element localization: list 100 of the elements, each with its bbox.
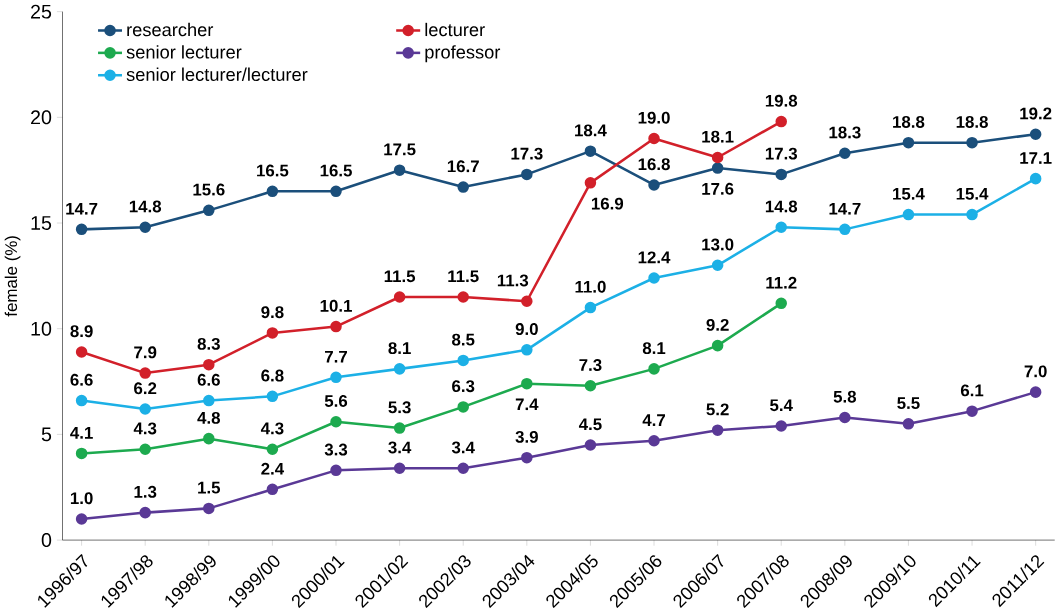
data-label: 13.0	[702, 238, 734, 251]
point	[266, 185, 279, 198]
point	[457, 462, 469, 475]
data-label: 6.3	[452, 380, 475, 393]
point	[584, 439, 597, 451]
point	[521, 344, 533, 356]
y-tick-label: 15	[31, 216, 52, 231]
point	[775, 221, 787, 234]
point	[711, 259, 724, 272]
data-label: 5.2	[706, 403, 729, 416]
point	[902, 137, 915, 149]
data-label: 12.4	[638, 251, 671, 264]
y-tick-label: 0	[41, 533, 52, 548]
data-label: 8.9	[70, 325, 93, 338]
data-label: 4.1	[70, 427, 93, 439]
y-tick-label: 10	[31, 321, 52, 336]
data-label: 7.3	[579, 359, 602, 372]
point	[775, 168, 787, 181]
point	[330, 464, 342, 477]
y-axis-title: female (%)	[4, 236, 21, 317]
data-label: 8.5	[452, 333, 475, 346]
point	[457, 181, 469, 194]
y-tick-label: 20	[31, 110, 52, 125]
data-label: 19.8	[765, 95, 798, 107]
data-label: 15.4	[956, 188, 989, 200]
point	[203, 502, 215, 515]
point	[75, 447, 88, 460]
data-label: 19.2	[1020, 107, 1052, 120]
point	[775, 116, 787, 128]
data-label: 4.5	[578, 418, 602, 431]
data-label: 16.5	[320, 164, 352, 177]
point	[1029, 386, 1042, 399]
point	[648, 363, 660, 375]
data-label: 17.6	[702, 183, 734, 196]
data-label: 11.3	[497, 274, 529, 287]
point	[266, 327, 279, 339]
data-label: 17.3	[511, 147, 543, 160]
point	[75, 395, 88, 407]
point	[139, 367, 151, 380]
point	[966, 405, 978, 418]
data-label: 4.3	[260, 422, 284, 435]
data-label: 6.8	[261, 369, 284, 382]
point	[330, 185, 342, 198]
point	[393, 422, 406, 435]
data-label: 3.4	[388, 441, 412, 454]
point	[711, 424, 724, 437]
data-label: 6.6	[197, 374, 220, 387]
point	[393, 291, 406, 303]
point	[139, 403, 151, 416]
point	[75, 346, 88, 358]
point	[839, 223, 851, 236]
data-label: 17.1	[1020, 152, 1052, 165]
point	[775, 297, 787, 310]
point	[711, 151, 724, 164]
legend-label: researcher	[127, 23, 214, 37]
point	[584, 177, 597, 189]
data-label: 11.0	[575, 281, 606, 293]
point	[139, 507, 151, 519]
data-label: 6.6	[70, 374, 93, 387]
data-label: 18.1	[702, 131, 734, 143]
legend-label: lecturer	[425, 23, 485, 37]
data-label: 8.1	[642, 342, 666, 355]
data-label: 16.9	[591, 197, 624, 210]
data-label: 7.7	[325, 351, 347, 363]
data-label: 4.8	[197, 412, 220, 425]
data-label: 4.3	[133, 422, 157, 435]
data-label: 17.3	[765, 147, 798, 160]
data-label: 14.7	[829, 203, 861, 215]
y-tick-label: 5	[41, 427, 52, 442]
point	[1029, 173, 1042, 185]
data-label: 18.3	[829, 126, 861, 139]
point	[839, 147, 851, 160]
point	[457, 291, 469, 303]
point	[584, 380, 597, 392]
point	[966, 137, 978, 149]
point	[393, 462, 406, 475]
point	[711, 162, 724, 175]
data-label: 8.3	[197, 338, 220, 351]
point	[75, 513, 88, 525]
point	[457, 401, 469, 413]
data-label: 11.2	[766, 277, 797, 289]
point	[139, 443, 151, 456]
data-label: 8.1	[388, 342, 411, 355]
point	[775, 420, 787, 432]
data-label: 5.4	[770, 399, 793, 412]
data-label: 11.5	[384, 270, 416, 283]
point	[902, 209, 915, 221]
point	[203, 359, 215, 371]
point	[839, 411, 851, 424]
data-label: 5.3	[388, 401, 411, 414]
data-label: 7.9	[134, 346, 157, 359]
data-label: 1.5	[198, 482, 221, 494]
data-label: 14.8	[129, 200, 162, 213]
data-label: 2.4	[261, 463, 285, 475]
data-label: 5.6	[324, 395, 348, 408]
point	[266, 390, 279, 403]
point	[330, 321, 342, 333]
point	[584, 145, 597, 158]
data-label: 6.1	[960, 384, 984, 397]
data-label: 10.1	[320, 300, 352, 313]
